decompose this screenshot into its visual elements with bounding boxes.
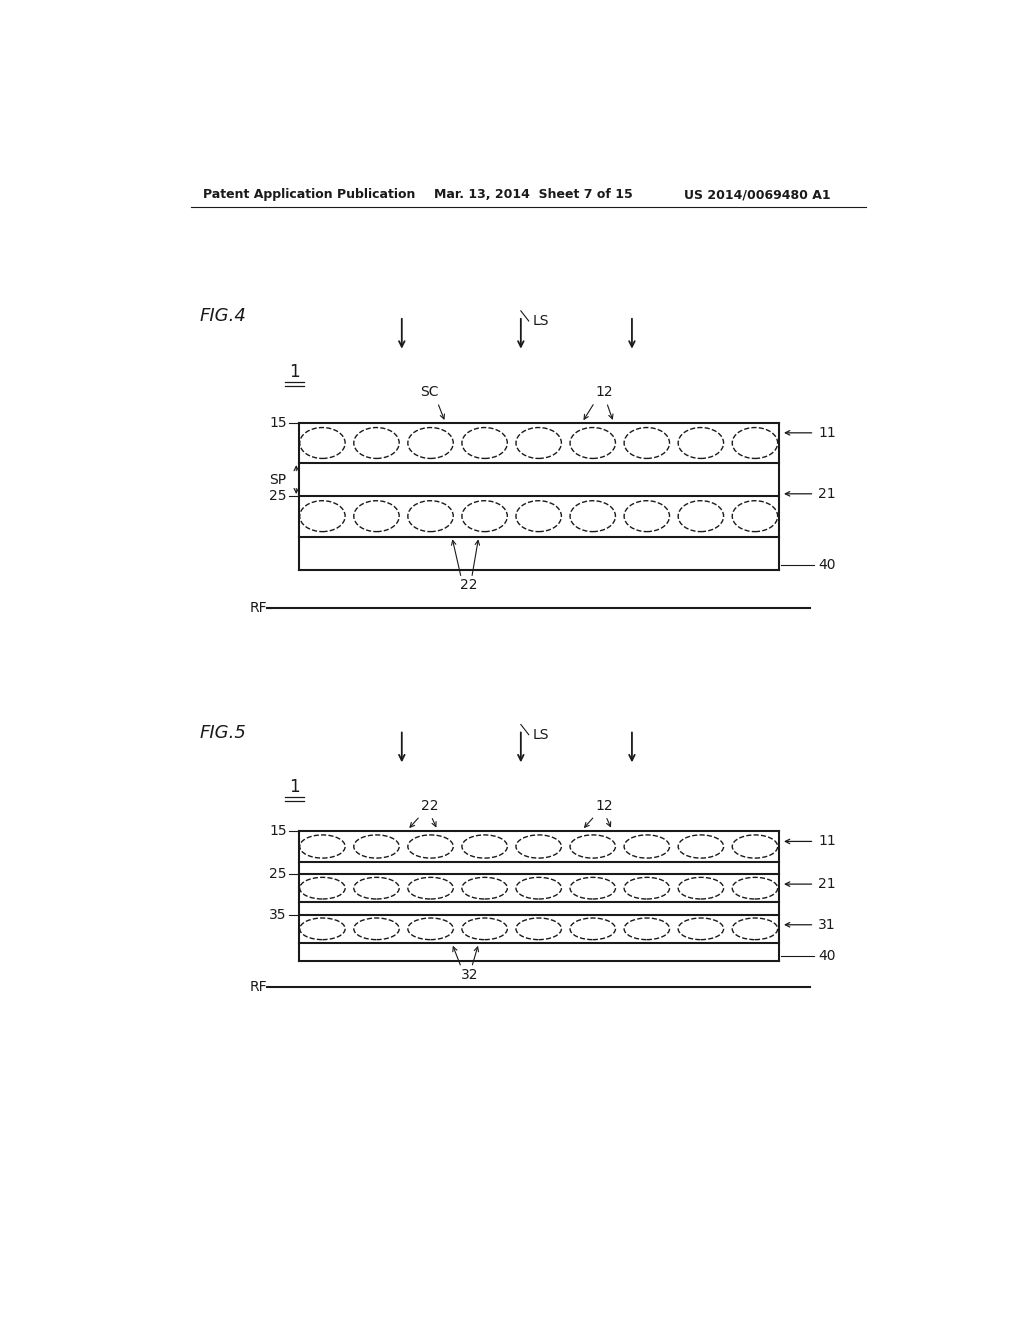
Text: FIG.5: FIG.5 xyxy=(200,723,247,742)
Text: 40: 40 xyxy=(818,949,836,964)
Text: Mar. 13, 2014  Sheet 7 of 15: Mar. 13, 2014 Sheet 7 of 15 xyxy=(433,189,632,202)
Text: 22: 22 xyxy=(461,578,478,593)
Text: 15: 15 xyxy=(269,824,287,838)
Text: 31: 31 xyxy=(818,917,836,932)
Text: 25: 25 xyxy=(269,867,287,880)
Text: SP: SP xyxy=(269,473,287,487)
Text: LS: LS xyxy=(532,314,549,329)
Text: 12: 12 xyxy=(595,385,613,399)
Text: 40: 40 xyxy=(818,558,836,572)
Text: Patent Application Publication: Patent Application Publication xyxy=(204,189,416,202)
Text: 35: 35 xyxy=(269,908,287,921)
Text: 12: 12 xyxy=(595,799,613,813)
Text: US 2014/0069480 A1: US 2014/0069480 A1 xyxy=(684,189,830,202)
Text: FIG.4: FIG.4 xyxy=(200,308,247,325)
Text: 11: 11 xyxy=(818,426,837,440)
Text: 25: 25 xyxy=(269,488,287,503)
Text: 21: 21 xyxy=(818,876,836,891)
Text: 22: 22 xyxy=(421,799,438,813)
Text: 11: 11 xyxy=(818,834,837,849)
Text: RF: RF xyxy=(249,979,267,994)
Text: 1: 1 xyxy=(290,363,300,381)
Text: 15: 15 xyxy=(269,416,287,430)
Text: 21: 21 xyxy=(818,487,836,500)
Text: LS: LS xyxy=(532,727,549,742)
Text: SC: SC xyxy=(420,385,439,399)
Text: 32: 32 xyxy=(461,968,478,982)
Text: 1: 1 xyxy=(290,777,300,796)
Text: RF: RF xyxy=(249,601,267,615)
